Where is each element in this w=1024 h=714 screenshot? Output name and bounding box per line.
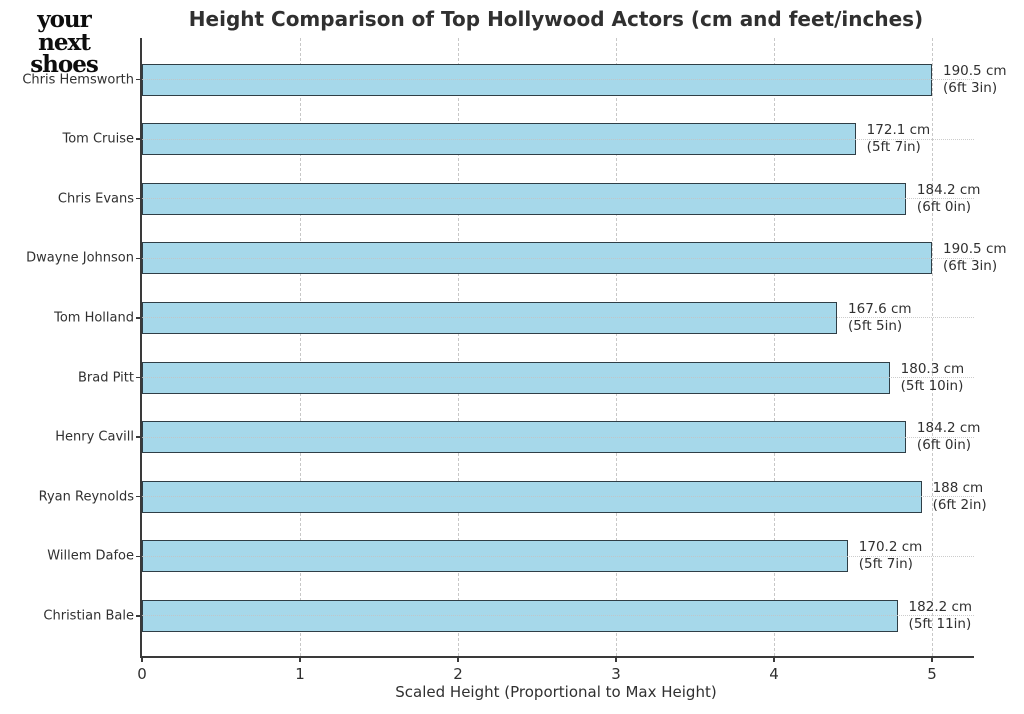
h-gridline: [142, 615, 974, 617]
y-axis-label: Tom Holland: [54, 310, 134, 326]
v-gridline: [773, 38, 775, 656]
brand-logo-line1: your next: [37, 6, 92, 56]
bar-value-ft: (6ft 2in): [932, 496, 987, 513]
x-tick-label: 0: [137, 665, 147, 683]
y-tick: [136, 436, 142, 438]
h-gridline: [142, 317, 974, 319]
brand-logo-line2: shoes: [30, 51, 99, 78]
plot-area: 0 1 2 3 4 5 Chris Hemsworth 190.5 cm (6ft 3in) To…: [22, 38, 1007, 683]
h-gridline: [142, 496, 974, 498]
x-tick: [615, 656, 617, 662]
bar-value-label: 182.2 cm (5ft 11in): [909, 599, 973, 633]
x-tick-label: 4: [769, 665, 779, 683]
y-axis-label: Chris Evans: [57, 191, 134, 207]
y-tick: [136, 78, 142, 81]
y-axis-label: Christian Bale: [43, 608, 134, 624]
bar-value-cm: 188 cm: [932, 479, 984, 496]
y-axis-label: Willem Dafoe: [47, 548, 134, 564]
y-axis-label: Brad Pitt: [78, 370, 134, 385]
bar-value-label: 184.2 cm (6ft 0in): [917, 182, 981, 216]
bar-value-ft: (5ft 7in): [858, 556, 913, 573]
y-tick: [136, 138, 142, 140]
brand-logo: your next shoes: [8, 6, 120, 78]
v-gridline: [931, 38, 933, 656]
bar-value-ft: (6ft 0in): [916, 198, 972, 215]
v-gridline: [615, 38, 617, 656]
bar-value-ft: (5ft 7in): [866, 139, 921, 156]
h-gridline: [142, 555, 974, 557]
h-gridline: [142, 436, 974, 438]
bar-value-cm: 182.2 cm: [908, 598, 973, 615]
x-tick: [141, 656, 143, 662]
h-gridline: [142, 198, 974, 200]
bar-value-label: 184.2 cm (6ft 0in): [917, 420, 981, 454]
x-axis-label: Scaled Height (Proportional to Max Heigh…: [395, 683, 717, 701]
x-tick-label: 3: [611, 665, 621, 683]
y-axis-label: Dwayne Johnson: [26, 250, 134, 266]
bar-value-label: 172.1 cm (5ft 7in): [867, 122, 931, 156]
bar-value-label: 190.5 cm (6ft 3in): [943, 63, 1007, 97]
x-tick-label: 2: [453, 665, 463, 683]
v-gridline: [299, 38, 301, 656]
bar-value-ft: (6ft 3in): [943, 258, 998, 275]
v-gridline: [457, 38, 459, 656]
y-tick: [136, 615, 142, 617]
bar-value-cm: 190.5 cm: [943, 62, 1007, 79]
bar-value-cm: 184.2 cm: [916, 181, 981, 198]
h-gridline: [142, 138, 974, 140]
y-tick: [136, 197, 142, 200]
bar-value-cm: 172.1 cm: [866, 122, 931, 139]
bar-value-cm: 180.3 cm: [900, 360, 965, 377]
x-tick: [299, 656, 301, 662]
h-gridline: [142, 257, 974, 259]
bar-value-label: 188 cm (6ft 2in): [933, 480, 987, 514]
y-axis-label: Tom Cruise: [62, 131, 134, 147]
x-tick: [773, 656, 775, 662]
bar-value-cm: 167.6 cm: [848, 300, 912, 317]
y-tick: [136, 257, 142, 260]
x-tick-label: 1: [295, 665, 305, 683]
y-tick: [136, 376, 142, 379]
bar-value-ft: (5ft 11in): [908, 615, 972, 632]
y-axis-label: Henry Cavill: [55, 429, 134, 445]
x-tick: [931, 656, 933, 662]
bar-value-label: 170.2 cm (5ft 7in): [859, 539, 923, 573]
bar-value-cm: 190.5 cm: [943, 241, 1007, 258]
x-tick-label: 5: [927, 665, 937, 683]
y-tick: [136, 495, 142, 498]
x-tick: [457, 656, 459, 662]
y-tick: [136, 317, 142, 319]
bar-value-label: 167.6 cm (5ft 5in): [848, 301, 912, 335]
bar-value-label: 190.5 cm (6ft 3in): [943, 241, 1007, 275]
bar-value-ft: (5ft 10in): [900, 377, 964, 394]
bar-value-ft: (6ft 0in): [916, 437, 972, 454]
bar-value-ft: (5ft 5in): [848, 317, 903, 334]
chart-title: Height Comparison of Top Hollywood Actor…: [188, 7, 924, 31]
y-axis-label: Chris Hemsworth: [22, 72, 134, 87]
y-tick: [136, 555, 142, 558]
bar-value-cm: 184.2 cm: [916, 420, 981, 437]
bar-value-label: 180.3 cm (5ft 10in): [901, 361, 965, 395]
h-gridline: [142, 79, 974, 80]
bar-value-cm: 170.2 cm: [858, 539, 923, 556]
h-gridline: [142, 377, 974, 378]
y-axis-label: Ryan Reynolds: [38, 489, 134, 505]
bar-value-ft: (6ft 3in): [943, 79, 998, 96]
